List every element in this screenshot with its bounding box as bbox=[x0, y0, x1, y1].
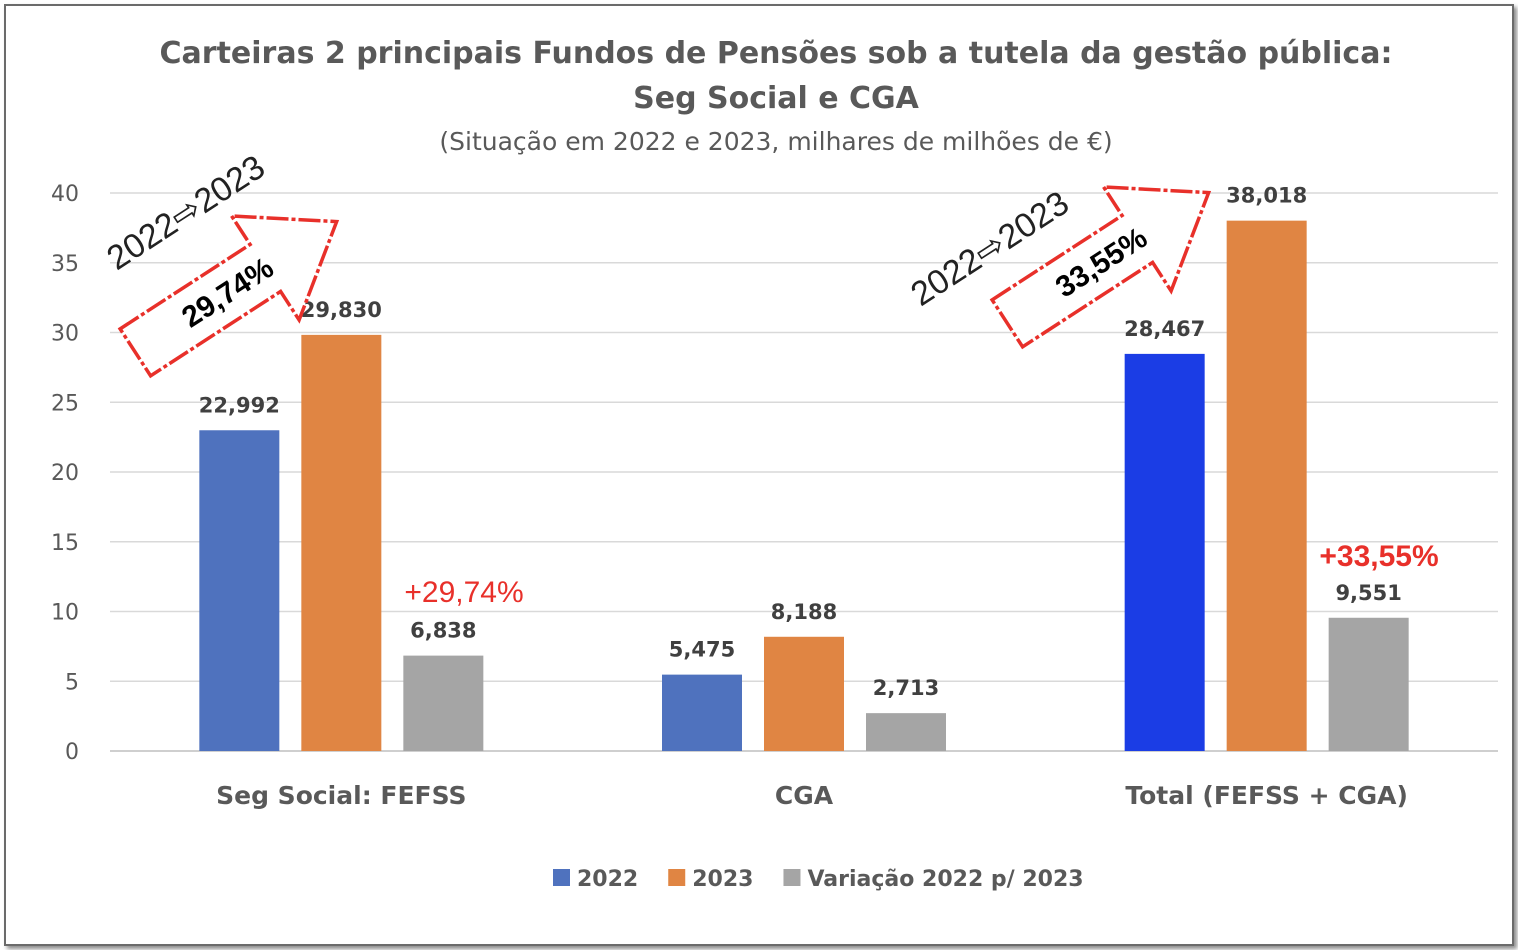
bar bbox=[1328, 617, 1409, 751]
bars bbox=[199, 220, 1409, 751]
y-axis-ticks: 0 5 10 15 20 25 30 35 40 bbox=[51, 182, 79, 765]
left-arrow-shape bbox=[117, 214, 340, 379]
chart-title: Carteiras 2 principais Fundos de Pensões… bbox=[160, 36, 1393, 71]
bar bbox=[301, 334, 382, 751]
legend: 2022 2023 Variação 2022 p/ 2023 bbox=[553, 867, 1084, 892]
data-label: 2,713 bbox=[873, 676, 939, 700]
x-category-label: Total (FEFSS + CGA) bbox=[1125, 781, 1408, 810]
data-label: 5,475 bbox=[669, 638, 735, 662]
y-tick-label: 10 bbox=[51, 601, 79, 626]
x-category-label: Seg Social: FEFSS bbox=[216, 781, 466, 810]
y-tick-label: 30 bbox=[51, 322, 79, 347]
y-tick-label: 20 bbox=[51, 461, 79, 486]
chart-title-line2: Seg Social e CGA bbox=[633, 81, 920, 116]
data-label: 9,551 bbox=[1335, 581, 1401, 605]
y-tick-label: 0 bbox=[65, 740, 79, 765]
data-labels: 22,992 29,830 6,838 5,475 8,188 2,713 28,467 38… bbox=[199, 184, 1402, 701]
data-label: 29,830 bbox=[301, 298, 382, 322]
x-axis-categories: Seg Social: FEFSS CGA Total (FEFSS + CGA) bbox=[216, 781, 1408, 810]
total-variation-pct: +33,55% bbox=[1319, 540, 1438, 573]
y-tick-label: 40 bbox=[51, 182, 79, 207]
bar bbox=[662, 674, 742, 751]
legend-swatch bbox=[783, 869, 801, 886]
chart-subtitle: (Situação em 2022 e 2023, milhares de mi… bbox=[439, 127, 1112, 156]
right-growth-arrow: 33,55% bbox=[989, 185, 1212, 350]
bar bbox=[764, 636, 844, 751]
x-category-label: CGA bbox=[775, 781, 834, 810]
data-label: 22,992 bbox=[199, 393, 280, 417]
data-label: 6,838 bbox=[410, 619, 476, 643]
y-tick-label: 15 bbox=[51, 531, 79, 556]
legend-swatch bbox=[668, 869, 686, 886]
bar bbox=[1124, 353, 1205, 751]
y-tick-label: 35 bbox=[51, 252, 79, 277]
legend-label: 2023 bbox=[692, 867, 753, 892]
legend-label: Variação 2022 p/ 2023 bbox=[807, 867, 1083, 892]
data-label: 8,188 bbox=[771, 600, 837, 624]
bar bbox=[866, 713, 946, 751]
legend-label: 2022 bbox=[577, 867, 638, 892]
bar bbox=[1226, 220, 1307, 751]
right-arrow-shape bbox=[989, 185, 1212, 350]
data-label: 28,467 bbox=[1124, 317, 1205, 341]
y-tick-label: 25 bbox=[51, 391, 79, 416]
data-label: 38,018 bbox=[1226, 184, 1307, 208]
bar bbox=[199, 430, 280, 751]
y-tick-label: 5 bbox=[65, 670, 79, 695]
bar bbox=[403, 655, 484, 751]
fefss-variation-pct: +29,74% bbox=[404, 576, 523, 609]
legend-swatch bbox=[553, 869, 570, 886]
